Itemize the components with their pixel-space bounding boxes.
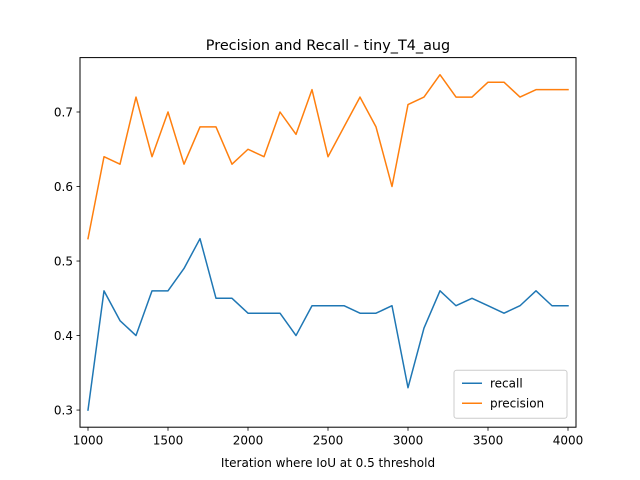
x-tick-label: 3000 (393, 434, 424, 448)
y-tick-label: 0.4 (54, 329, 73, 343)
x-tick-label: 1000 (73, 434, 104, 448)
x-tick-label: 4000 (553, 434, 584, 448)
y-tick-label: 0.3 (54, 403, 73, 417)
x-tick-label: 2000 (233, 434, 264, 448)
plot-area (87, 73, 569, 411)
x-axis: 1000 1500 2000 2500 3000 3500 4000 (73, 427, 584, 448)
y-tick-label: 0.6 (54, 180, 73, 194)
x-axis-label: Iteration where IoU at 0.5 threshold (221, 456, 435, 470)
legend-label-recall: recall (490, 377, 523, 391)
x-tick-label: 1500 (153, 434, 184, 448)
y-tick-label: 0.7 (54, 105, 73, 119)
x-tick-label: 3500 (473, 434, 504, 448)
legend-box (453, 369, 568, 419)
y-tick-label: 0.5 (54, 254, 73, 268)
chart-title: Precision and Recall - tiny_T4_aug (206, 38, 450, 54)
legend: recall precision (453, 369, 568, 419)
x-tick-label: 2500 (313, 434, 344, 448)
y-axis: 0.3 0.4 0.5 0.6 0.7 (54, 105, 80, 417)
legend-label-precision: precision (490, 397, 544, 411)
